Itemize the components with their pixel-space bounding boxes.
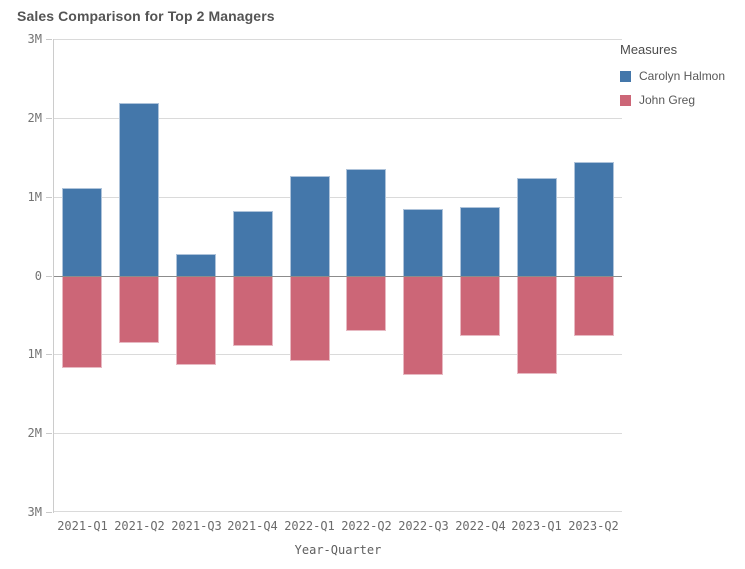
bar-carolyn-halmon-2021-Q3[interactable] [176,254,216,276]
bar-john-greg-2021-Q3[interactable] [176,277,216,365]
y-tick-label: 2M [27,111,42,125]
y-tick-label: 3M [27,505,42,519]
y-tick-mark [46,433,52,434]
bar-john-greg-2021-Q2[interactable] [119,277,159,343]
y-tick-label: 3M [27,32,42,46]
legend-item-john-greg[interactable]: John Greg [620,93,742,107]
gridline [54,511,622,512]
y-tick-mark [46,354,52,355]
x-axis-label-2022-Q3[interactable]: 2022-Q3 [398,519,449,533]
x-axis-label-2021-Q2[interactable]: 2021-Q2 [114,519,165,533]
bar-carolyn-halmon-2021-Q2[interactable] [119,103,159,276]
legend-title: Measures [620,42,678,57]
bar-carolyn-halmon-2021-Q4[interactable] [233,211,273,276]
y-axis: 3M 2M 1M 0 1M 2M 3M [0,33,53,518]
bar-carolyn-halmon-2022-Q3[interactable] [403,209,443,276]
x-axis-label-2023-Q2[interactable]: 2023-Q2 [568,519,619,533]
bar-john-greg-2023-Q1[interactable] [517,277,557,374]
zero-gridline [54,276,622,277]
bar-john-greg-2022-Q4[interactable] [460,277,500,336]
x-axis-label-2022-Q1[interactable]: 2022-Q1 [284,519,335,533]
x-axis-label-2021-Q4[interactable]: 2021-Q4 [227,519,278,533]
y-tick-label: 1M [27,347,42,361]
gridline [54,118,622,119]
x-axis: 2021-Q1 2021-Q2 2021-Q3 2021-Q4 2022-Q1 2022-… [54,519,622,535]
bar-john-greg-2021-Q1[interactable] [62,277,102,368]
gridline [54,39,622,40]
bar-john-greg-2022-Q2[interactable] [346,277,386,331]
x-axis-label-2023-Q1[interactable]: 2023-Q1 [511,519,562,533]
plot-area [54,39,622,512]
gridline [54,197,622,198]
bar-carolyn-halmon-2021-Q1[interactable] [62,188,102,276]
legend-color-swatch-icon [620,94,631,106]
y-tick-label: 2M [27,426,42,440]
y-tick-mark [46,39,52,40]
gridline [54,433,622,434]
bar-john-greg-2023-Q2[interactable] [574,277,614,336]
x-axis-title: Year-Quarter [294,543,382,557]
y-tick-mark [46,197,52,198]
legend-items: Carolyn Halmon John Greg [620,69,742,107]
legend-color-swatch-icon [620,70,631,82]
y-tick-mark [46,118,52,119]
chart-title: Sales Comparison for Top 2 Managers [17,8,275,24]
bar-john-greg-2022-Q1[interactable] [290,277,330,361]
y-axis-line [53,39,54,513]
bar-carolyn-halmon-2022-Q4[interactable] [460,207,500,276]
bar-carolyn-halmon-2023-Q1[interactable] [517,178,557,276]
bar-john-greg-2021-Q4[interactable] [233,277,273,346]
bar-carolyn-halmon-2022-Q1[interactable] [290,176,330,276]
x-axis-label-2022-Q4[interactable]: 2022-Q4 [455,519,506,533]
y-tick-mark [46,276,52,277]
y-tick-label: 0 [34,269,42,283]
legend-item-label: John Greg [639,93,696,107]
legend-item-label: Carolyn Halmon [639,69,726,83]
bar-carolyn-halmon-2022-Q2[interactable] [346,169,386,276]
legend: Measures Carolyn Halmon John Greg [620,42,742,117]
y-tick-mark [46,512,52,513]
x-axis-label-2021-Q1[interactable]: 2021-Q1 [57,519,108,533]
legend-item-carolyn-halmon[interactable]: Carolyn Halmon [620,69,742,83]
y-tick-label: 1M [27,190,42,204]
gridline [54,354,622,355]
bar-carolyn-halmon-2023-Q2[interactable] [574,162,614,276]
x-axis-label-2022-Q2[interactable]: 2022-Q2 [341,519,392,533]
bar-john-greg-2022-Q3[interactable] [403,277,443,375]
x-axis-label-2021-Q3[interactable]: 2021-Q3 [171,519,222,533]
